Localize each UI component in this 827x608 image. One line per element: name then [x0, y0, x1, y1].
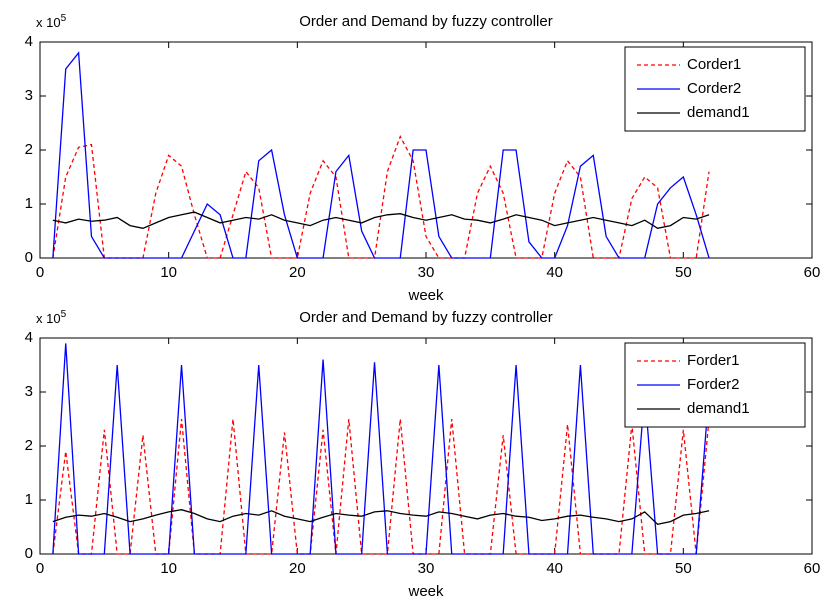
y-multiplier-base: x 10: [36, 15, 61, 30]
y-tick-label: 4: [25, 33, 33, 50]
x-tick-label: 60: [804, 264, 821, 281]
x-tick-label: 40: [546, 264, 563, 281]
x-tick-label: 60: [804, 560, 821, 577]
legend-label: Corder1: [687, 56, 741, 73]
x-tick-label: 0: [36, 264, 44, 281]
series-line: [52, 51, 710, 259]
series-line: [52, 509, 710, 526]
x-tick-label: 40: [546, 560, 563, 577]
legend-label: demand1: [687, 400, 750, 417]
y-tick-label: 2: [25, 437, 33, 454]
x-tick-label: 0: [36, 560, 44, 577]
x-tick-label: 30: [418, 264, 435, 281]
x-axis-label: week: [407, 583, 444, 600]
y-multiplier: x 105: [36, 309, 67, 327]
series-line: [52, 211, 710, 229]
y-tick-label: 4: [25, 329, 33, 346]
series-line: [52, 134, 710, 259]
chart-title: Order and Demand by fuzzy controller: [299, 309, 552, 326]
series-line: [52, 343, 710, 555]
legend-label: demand1: [687, 104, 750, 121]
y-multiplier-base: x 10: [36, 311, 61, 326]
x-tick-label: 30: [418, 560, 435, 577]
y-tick-label: 2: [25, 141, 33, 158]
y-tick-label: 1: [25, 195, 33, 212]
y-tick-label: 3: [25, 383, 33, 400]
x-axis-label: week: [407, 287, 444, 304]
x-tick-label: 50: [675, 560, 692, 577]
legend-label: Forder1: [687, 352, 740, 369]
x-tick-label: 20: [289, 560, 306, 577]
x-tick-label: 10: [160, 264, 177, 281]
y-multiplier-exponent: 5: [61, 309, 67, 320]
y-tick-label: 3: [25, 87, 33, 104]
y-tick-label: 1: [25, 491, 33, 508]
legend-label: Corder2: [687, 80, 741, 97]
x-tick-label: 50: [675, 264, 692, 281]
x-tick-label: 20: [289, 264, 306, 281]
legend-label: Forder2: [687, 376, 740, 393]
y-tick-label: 0: [25, 545, 33, 562]
y-multiplier-exponent: 5: [61, 13, 67, 24]
x-tick-label: 10: [160, 560, 177, 577]
y-multiplier: x 105: [36, 13, 67, 31]
chart-title: Order and Demand by fuzzy controller: [299, 13, 552, 30]
y-tick-label: 0: [25, 249, 33, 266]
